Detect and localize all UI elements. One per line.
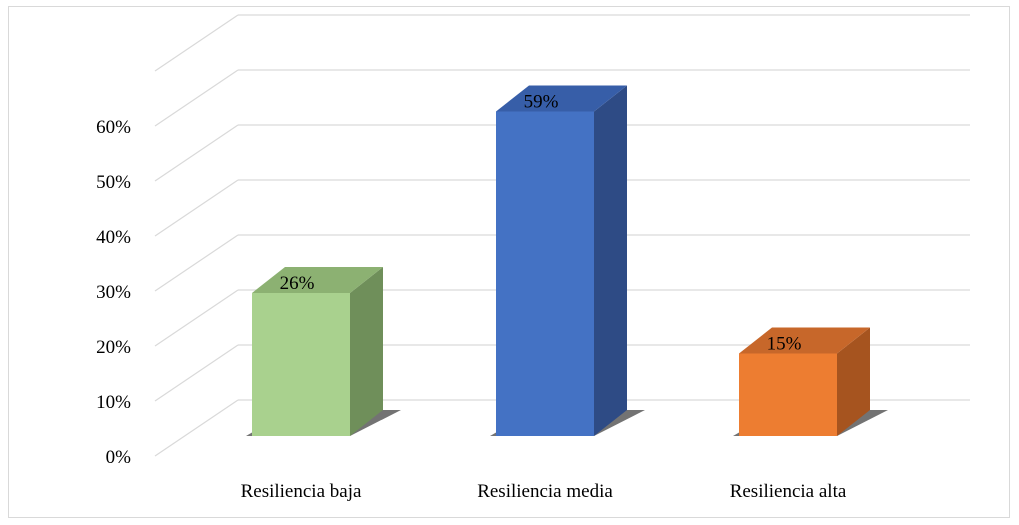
gridline-side (154, 289, 239, 347)
gridline-side (154, 399, 239, 457)
x-axis-categories: Resiliencia baja Resiliencia media Resilie… (241, 481, 847, 502)
bar-side (837, 327, 870, 436)
gridline-side (154, 234, 239, 292)
bars (252, 85, 870, 436)
category-label: Resiliencia alta (730, 481, 847, 502)
y-tick-label: 40% (96, 227, 131, 248)
gridline-side (154, 69, 239, 127)
gridline-side (154, 179, 239, 237)
y-tick-label: 0% (106, 447, 132, 468)
y-tick-label: 30% (96, 282, 131, 303)
bar-top (496, 85, 627, 112)
category-label: Resiliencia baja (241, 481, 362, 502)
bar (252, 293, 350, 436)
gridline-side (154, 344, 239, 402)
data-labels: 26% 59% 15% (280, 92, 802, 355)
data-label: 59% (524, 92, 559, 113)
data-label: 15% (767, 334, 802, 355)
bar (496, 111, 594, 436)
bar (739, 353, 837, 436)
y-tick-label: 10% (96, 392, 131, 413)
bar-side (594, 85, 627, 436)
data-label: 26% (280, 273, 315, 294)
y-axis-ticks: 0% 10% 20% 30% 40% 50% 60% (96, 117, 131, 468)
y-tick-label: 20% (96, 337, 131, 358)
gridline-side (154, 14, 239, 72)
bar-side (350, 267, 383, 436)
bar-top (739, 327, 870, 354)
gridline-side (154, 124, 239, 182)
y-tick-label: 50% (96, 172, 131, 193)
bar-top (252, 267, 383, 293)
category-label: Resiliencia media (477, 481, 613, 502)
y-tick-label: 60% (96, 117, 131, 138)
